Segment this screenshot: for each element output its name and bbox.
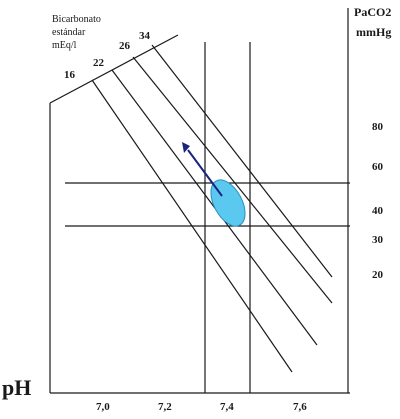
paco2-value-20: 20 [372, 269, 384, 281]
paco2-value-60: 60 [372, 161, 384, 173]
ph-value-7-6: 7,6 [293, 401, 307, 413]
paco2-value-40: 40 [372, 205, 384, 217]
ph-value-7-0: 7,0 [96, 401, 110, 413]
paco2-value-80: 80 [372, 121, 384, 133]
compensation-arrow [187, 149, 223, 197]
paco2-title-line-2: mmHg [356, 25, 391, 39]
arrow-head-icon [182, 142, 190, 153]
bicarbonate-label-line-1: Bicarbonato [52, 14, 101, 25]
bicarbonate-value-26: 26 [119, 40, 131, 52]
bicarbonate-value-22: 22 [93, 57, 105, 69]
bicarbonate-value-34: 34 [139, 30, 151, 42]
paco2-title-line-1: PaCO2 [354, 5, 391, 19]
bicarbonate-line-34 [151, 44, 333, 278]
ph-value-7-2: 7,2 [158, 401, 172, 413]
paco2-value-30: 30 [372, 234, 384, 246]
ph-title: pH [2, 375, 31, 400]
bicarbonate-line-26 [132, 56, 333, 304]
ph-value-7-4: 7,4 [220, 401, 234, 413]
bicarbonate-line-16 [91, 79, 293, 373]
bicarbonate-label-line-2: estándar [52, 27, 86, 38]
bicarbonate-scale-line [49, 34, 179, 104]
bicarbonate-value-16: 16 [64, 69, 76, 81]
bicarbonate-label-line-3: mEq/l [52, 40, 77, 51]
